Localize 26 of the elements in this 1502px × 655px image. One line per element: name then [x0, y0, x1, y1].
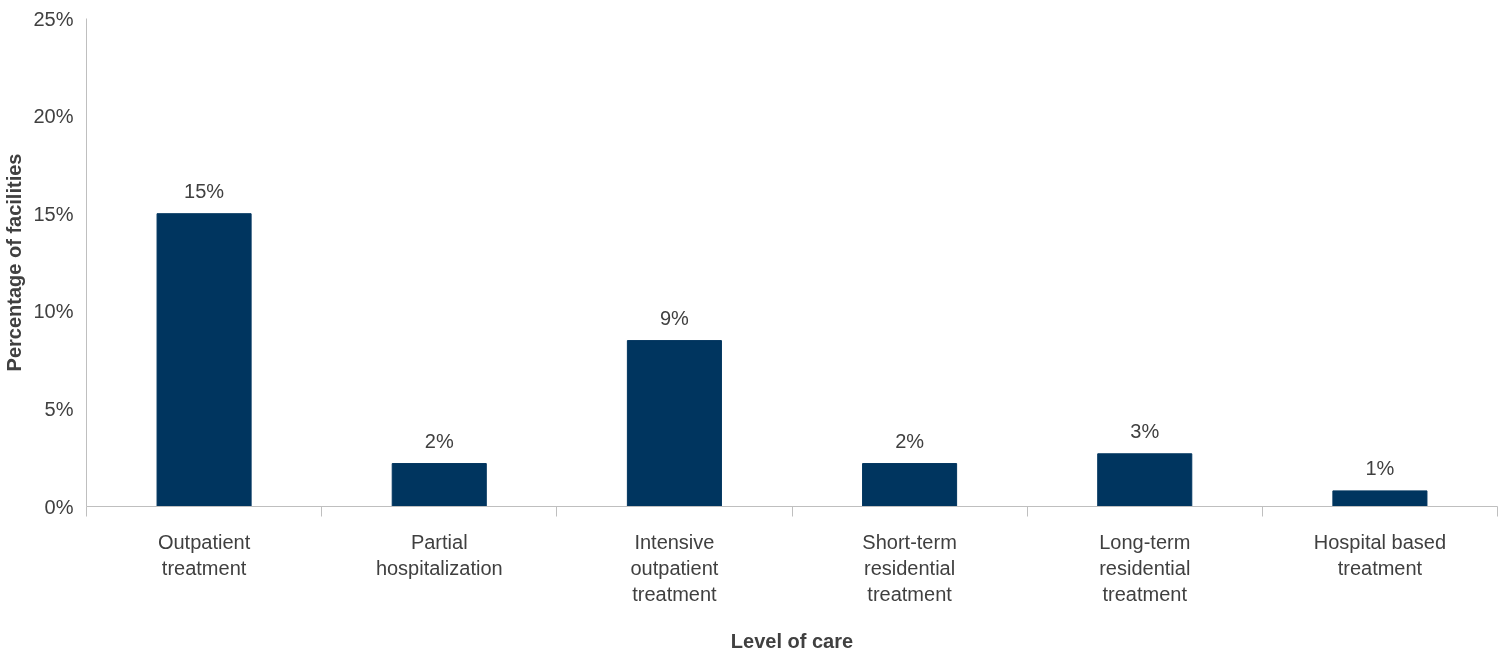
x-axis-title: Level of care [730, 630, 854, 653]
y-tick-label: 15% [33, 202, 74, 225]
bar [156, 213, 252, 507]
data-label: 1% [1365, 456, 1395, 479]
y-axis-title: Percentage of facilities [3, 153, 26, 372]
bar [1097, 453, 1193, 507]
data-label: 15% [184, 179, 225, 202]
bar [862, 463, 958, 507]
y-tick-label: 25% [33, 7, 74, 30]
bar [391, 463, 487, 507]
x-tick-label: Partial hospitalization [375, 530, 503, 579]
x-tick-label: Hospital based treatment [1313, 530, 1447, 579]
y-tick-label: 10% [33, 300, 74, 323]
y-tick-label: 5% [44, 397, 74, 420]
data-label: 2% [424, 429, 454, 452]
bar [626, 340, 722, 507]
x-tick-label: Intensive outpatient treatment [630, 530, 719, 606]
data-label: 2% [895, 429, 925, 452]
data-label: 9% [659, 306, 690, 329]
x-tick-label: Short-term residential treatment [862, 530, 957, 606]
x-tick-label: Long-term residential treatment [1099, 530, 1191, 606]
y-tick-label: 20% [33, 105, 74, 128]
data-label: 3% [1130, 419, 1160, 442]
y-tick-label: 0% [44, 495, 74, 518]
bar [1332, 490, 1428, 507]
x-tick-label: Outpatient treatment [157, 530, 251, 579]
